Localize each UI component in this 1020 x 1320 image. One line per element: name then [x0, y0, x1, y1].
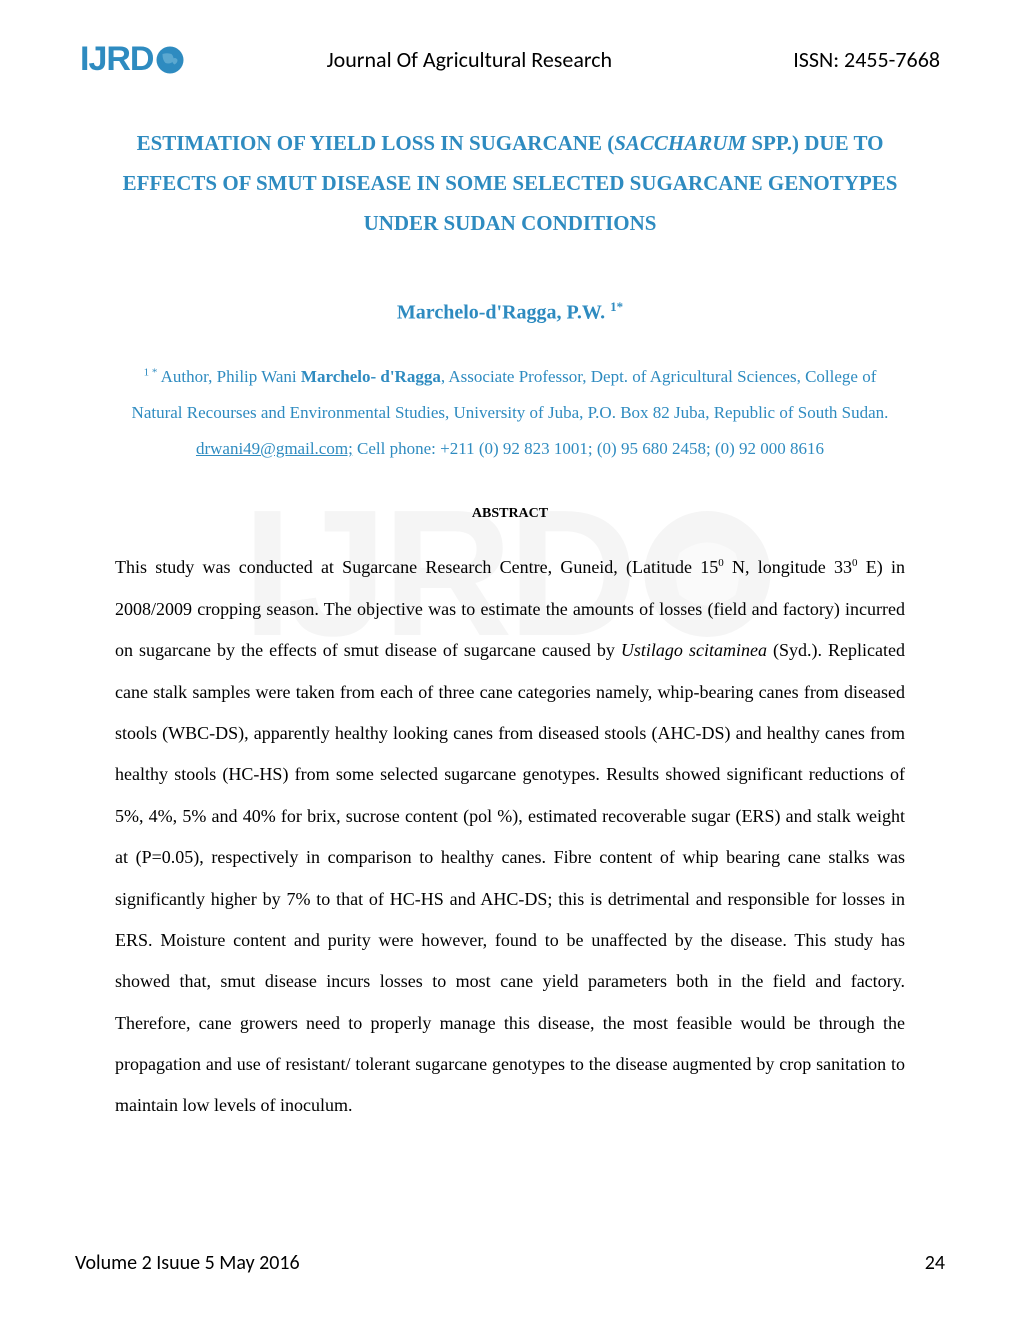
page-header: IJRD Journal Of Agricultural Research IS… [75, 40, 945, 79]
page-number: 24 [925, 1251, 945, 1275]
volume-info: Volume 2 Isuue 5 May 2016 [75, 1251, 300, 1275]
author-affiliation: 1 * Author, Philip Wani Marchelo- d'Ragg… [120, 359, 900, 466]
issn-number: ISSN: 2455-7668 [793, 46, 940, 73]
journal-name: Journal Of Agricultural Research [145, 46, 793, 73]
abstract-text: This study was conducted at Sugarcane Re… [115, 547, 905, 1126]
author-name: Marchelo-d'Ragga, P.W. 1* [75, 299, 945, 325]
abstract-heading: ABSTRACT [75, 506, 945, 522]
paper-title: ESTIMATION OF YIELD LOSS IN SUGARCANE (S… [100, 124, 920, 244]
page-footer: Volume 2 Isuue 5 May 2016 24 [75, 1251, 945, 1275]
